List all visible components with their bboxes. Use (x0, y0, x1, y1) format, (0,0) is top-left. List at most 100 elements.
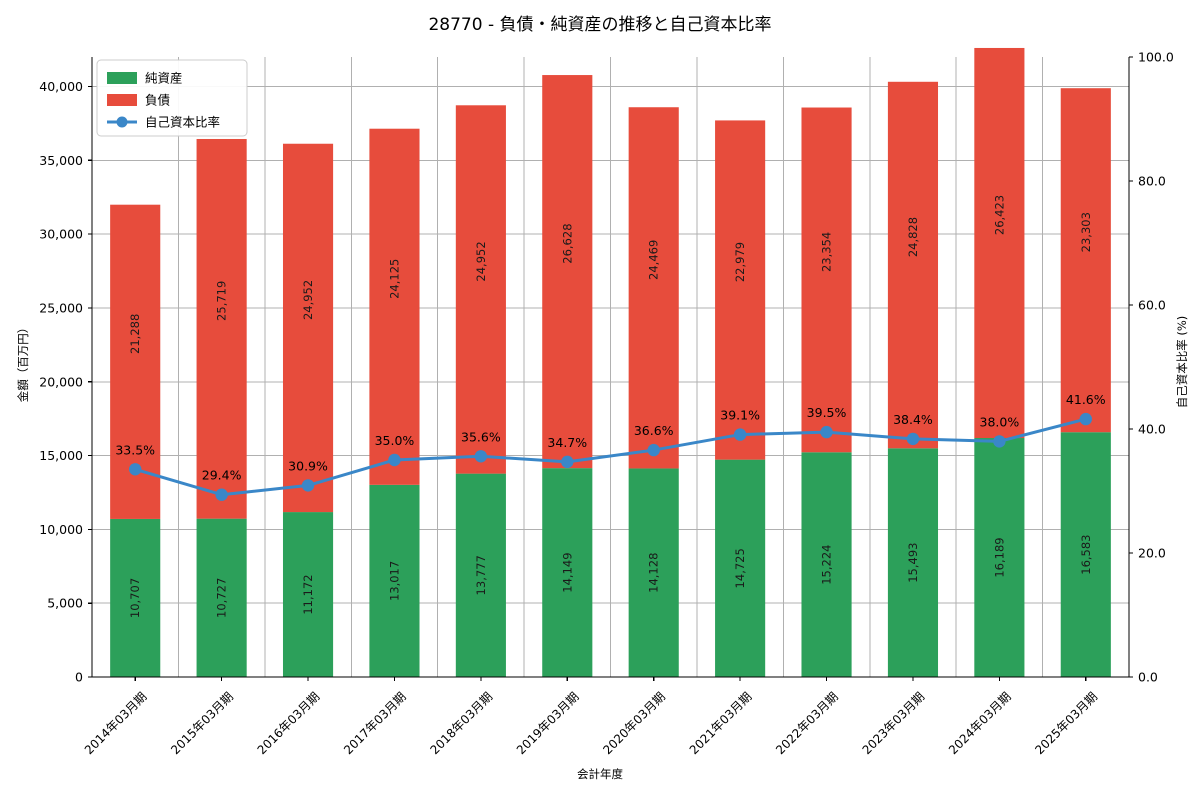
bar-segment-equity (110, 518, 161, 677)
bar-segment-liabilities (282, 143, 334, 513)
ratio-marker (820, 425, 833, 439)
ratio-marker (906, 432, 920, 446)
bar-value-labels-layer: 10,707 21,288 10,727 25,719 11,172 24,952 13,0… (128, 195, 1093, 618)
bar-segment-equity (542, 468, 593, 677)
y-tick-label: 0 (75, 670, 83, 685)
bar-segment-equity (715, 459, 766, 677)
legend-label: 負債 (145, 93, 170, 108)
bar-value-label-equity: 14,128 (647, 553, 661, 593)
ratio-line-layer (129, 412, 1092, 501)
bar-segment-liabilities (887, 81, 939, 449)
bar-value-label-liabilities: 22,979 (733, 242, 747, 282)
right-axis-ticks: 0.0 20.0 40.0 60.0 80.0 100.0 (1129, 50, 1174, 685)
stacked-bars-layer (110, 47, 1111, 677)
legend-label: 自己資本比率 (145, 115, 220, 130)
bar-segment-liabilities (455, 105, 506, 474)
bar-value-label-liabilities: 25,719 (215, 281, 229, 321)
y2-tick-label: 20.0 (1138, 546, 1166, 561)
ratio-marker (215, 488, 228, 501)
bar-value-label-equity: 10,727 (215, 578, 229, 618)
ratio-marker (1079, 412, 1092, 426)
bar-segment-liabilities (196, 138, 247, 519)
legend-swatch-equity (107, 72, 137, 84)
y2-tick-label: 80.0 (1138, 174, 1166, 189)
bar-value-label-liabilities: 24,952 (474, 241, 488, 281)
bar-value-label-liabilities: 23,354 (820, 232, 834, 272)
bar-value-label-equity: 13,777 (474, 555, 488, 595)
ratio-marker (561, 455, 574, 469)
ratio-marker (647, 443, 660, 457)
ratio-value-label: 41.6% (1066, 392, 1106, 407)
bar-segment-liabilities (801, 107, 852, 453)
y-tick-label: 40,000 (39, 79, 83, 94)
ratio-value-label: 35.0% (375, 433, 415, 448)
y2-tick-label: 0.0 (1138, 670, 1158, 685)
bar-segment-liabilities (542, 75, 593, 469)
bar-value-label-liabilities: 23,303 (1079, 212, 1093, 252)
bar-segment-equity (282, 512, 334, 677)
y-tick-label: 20,000 (39, 374, 83, 389)
ratio-value-label: 38.0% (980, 414, 1020, 429)
bar-value-label-liabilities: 24,952 (301, 280, 315, 320)
bar-segment-equity (887, 448, 939, 677)
bar-value-label-equity: 15,224 (820, 545, 834, 585)
y-tick-label: 10,000 (39, 522, 83, 537)
y2-tick-label: 100.0 (1138, 50, 1174, 65)
bar-value-label-liabilities: 24,828 (906, 217, 920, 257)
y2-tick-label: 60.0 (1138, 298, 1166, 313)
left-axis-ticks: 0 5,000 10,000 15,000 20,000 25,000 30,000 35,0… (39, 79, 92, 685)
bar-value-label-equity: 13,017 (387, 561, 401, 601)
bar-segment-equity (196, 518, 247, 677)
ratio-value-label: 39.5% (807, 405, 847, 420)
y-tick-label: 30,000 (39, 227, 83, 242)
ratio-marker (733, 428, 747, 441)
ratio-value-label: 34.7% (547, 435, 587, 450)
y-tick-label: 35,000 (39, 153, 83, 168)
bar-value-label-equity: 16,583 (1079, 534, 1093, 574)
y-axis-label: 金額（百万円） (16, 322, 30, 403)
ratio-value-label: 38.4% (893, 412, 933, 427)
bar-segment-equity (369, 484, 420, 677)
bar-segment-equity (801, 452, 852, 677)
ratio-marker (301, 479, 315, 492)
ratio-value-label: 36.6% (634, 423, 674, 438)
bar-segment-equity (628, 468, 679, 677)
ratio-value-label: 35.6% (461, 429, 501, 444)
ratio-value-label: 39.1% (720, 408, 760, 423)
legend-swatch-liabilities (107, 94, 137, 106)
bar-value-label-equity: 15,493 (906, 543, 920, 583)
bar-value-label-liabilities: 26,423 (992, 195, 1006, 235)
y-tick-label: 25,000 (39, 300, 83, 315)
legend-label: 純資産 (145, 71, 183, 86)
chart-title: 28770 - 負債・純資産の推移と自己資本比率 (428, 15, 771, 35)
vertical-gridlines (177, 57, 1044, 677)
bar-value-label-equity: 11,172 (301, 574, 315, 614)
bar-segment-liabilities (369, 128, 420, 485)
bar-value-label-liabilities: 24,469 (647, 240, 661, 280)
bar-value-label-equity: 10,707 (128, 578, 142, 618)
bar-segment-equity (455, 473, 506, 677)
ratio-value-label: 33.5% (115, 442, 155, 457)
ratio-line (133, 417, 1088, 497)
y-tick-label: 5,000 (47, 596, 83, 611)
ratio-value-label: 30.9% (288, 458, 328, 473)
ratio-marker (474, 450, 488, 463)
bar-segment-liabilities (715, 120, 766, 460)
bar-segment-liabilities (628, 107, 679, 469)
axes-spines (91, 57, 1130, 678)
bar-value-label-equity: 14,149 (560, 552, 574, 592)
y2-tick-label: 40.0 (1138, 422, 1166, 437)
ratio-value-label: 29.4% (202, 468, 242, 483)
ratio-marker (993, 435, 1006, 448)
bar-value-label-equity: 14,725 (733, 548, 747, 588)
plot-area: 10,707 21,288 10,727 25,719 11,172 24,952 13,0… (39, 47, 1174, 757)
bar-segment-liabilities (1060, 88, 1111, 433)
ratio-marker (388, 453, 401, 467)
bar-value-label-liabilities: 21,288 (128, 314, 142, 354)
y-tick-label: 15,000 (39, 448, 83, 463)
bar-value-label-equity: 16,189 (992, 537, 1006, 577)
bar-value-label-liabilities: 26,628 (560, 223, 574, 263)
bar-value-label-liabilities: 24,125 (387, 259, 401, 299)
